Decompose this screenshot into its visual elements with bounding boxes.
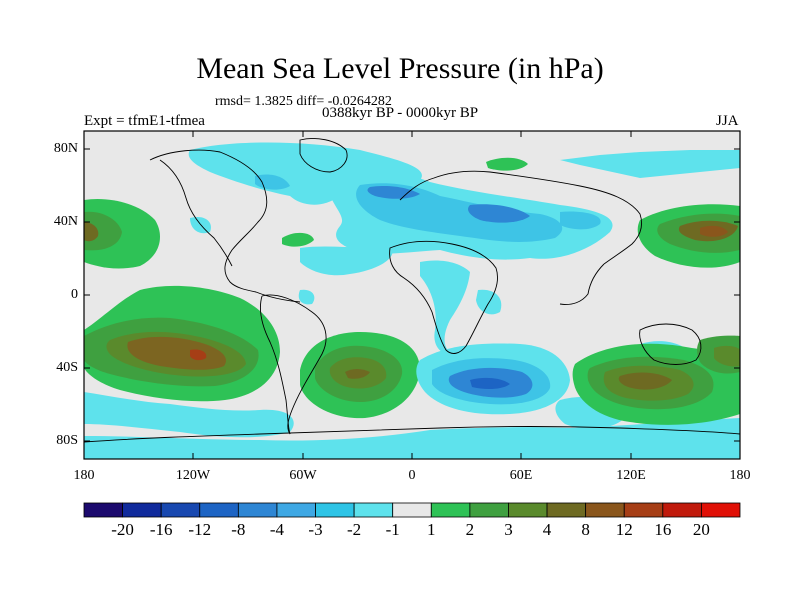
experiment-label: Expt = tfmE1-tfmea	[84, 113, 205, 129]
colorbar-swatch	[160, 502, 201, 518]
south-pacific-high	[84, 285, 280, 402]
colorbar-label: -4	[269, 520, 285, 539]
lat-tick-label: 40S	[56, 360, 78, 375]
map-title: Mean Sea Level Pressure (in hPa)	[196, 52, 604, 85]
atlantic-high-patch	[282, 232, 314, 247]
colorbar-label: 8	[581, 520, 590, 539]
australia-high	[572, 335, 740, 425]
north-pacific-high-right	[637, 204, 740, 268]
colorbar-label: 1	[427, 520, 436, 539]
lat-tick-label: 80N	[53, 141, 78, 156]
lon-tick-label: 120E	[616, 468, 646, 483]
coastlines	[84, 138, 740, 443]
lon-tick-label: 60W	[289, 468, 317, 483]
colorbar	[83, 502, 741, 518]
rmsd-diff-stats: rmsd= 1.3825 diff= -0.0264282	[215, 94, 392, 109]
colorbar-label: -2	[347, 520, 362, 539]
colorbar-label: -12	[188, 520, 212, 539]
colorbar-label: 12	[615, 520, 633, 539]
colorbar-swatch	[122, 502, 162, 518]
colorbar-label: -20	[111, 520, 134, 539]
lon-tick-label: 120W	[175, 468, 211, 483]
colorbar-label: -8	[231, 520, 246, 539]
colorbar-label: -16	[149, 520, 173, 539]
colorbar-swatch	[585, 502, 625, 518]
colorbar-label: 20	[692, 520, 710, 539]
lat-tick-label: 80S	[56, 433, 78, 448]
south-indian-low	[416, 343, 570, 415]
northern-low-anomaly	[84, 131, 740, 356]
colorbar-swatch	[237, 502, 278, 518]
lon-tick-label: 180	[73, 468, 95, 483]
colorbar-label: -3	[308, 520, 323, 539]
lat-tick-label: 0	[71, 287, 78, 302]
pressure-field	[84, 131, 740, 459]
colorbar-label: 4	[542, 520, 552, 539]
colorbar-swatch	[83, 502, 123, 518]
colorbar-swatch	[662, 502, 702, 518]
colorbar-swatch	[392, 502, 432, 518]
time-period-label: 0388kyr BP - 0000kyr BP	[322, 105, 479, 121]
colorbar-label: 3	[504, 520, 513, 539]
colorbar-swatch	[430, 502, 471, 518]
lon-tick-label: 0	[408, 468, 416, 483]
colorbar-label: 16	[654, 520, 672, 539]
arctic-high-patch	[486, 157, 528, 171]
colorbar-label: -1	[385, 520, 400, 539]
colorbar-swatch	[315, 502, 355, 518]
colorbar-swatch	[623, 502, 664, 518]
colorbar-swatch	[353, 502, 394, 518]
north-pacific-high-left	[84, 198, 160, 269]
colorbar-label: 2	[465, 520, 475, 539]
season-label: JJA	[716, 113, 739, 129]
lat-tick-label: 40N	[53, 214, 78, 229]
colorbar-swatch	[199, 502, 239, 518]
axis-ticks	[84, 131, 740, 459]
colorbar-swatch	[469, 502, 509, 518]
colorbar-swatch	[508, 502, 548, 518]
south-atlantic-high	[300, 332, 420, 419]
lon-tick-label: 60E	[509, 468, 533, 483]
colorbar-swatch	[546, 502, 587, 518]
colorbar-swatch	[701, 502, 741, 518]
colorbar-swatch	[276, 502, 316, 518]
lon-tick-label: 180	[729, 468, 751, 483]
